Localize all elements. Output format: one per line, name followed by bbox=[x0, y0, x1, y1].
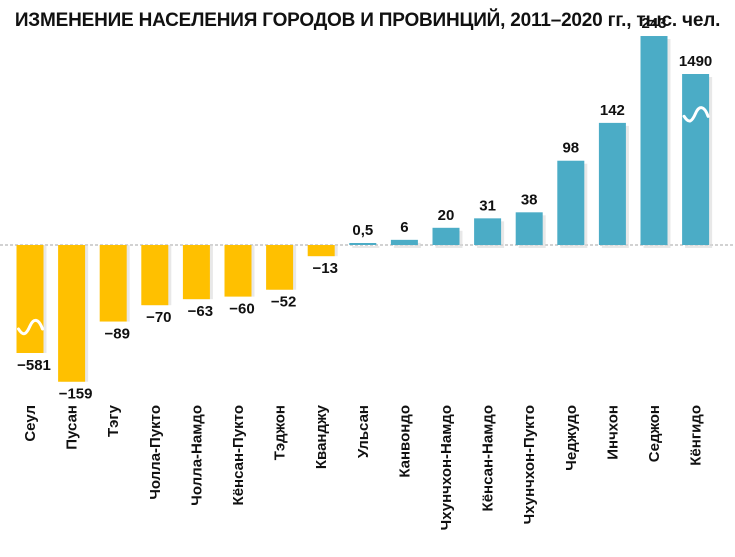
data-label: 0,5 bbox=[352, 222, 373, 239]
bar bbox=[141, 245, 169, 306]
category-tick-label: Инчхон bbox=[604, 405, 621, 460]
data-label: −60 bbox=[229, 301, 254, 318]
bar bbox=[266, 245, 294, 290]
bar bbox=[515, 212, 543, 245]
bar bbox=[640, 36, 668, 245]
bar bbox=[598, 122, 626, 245]
category-tick-label: Кёнгидо bbox=[688, 405, 705, 466]
category-tick-label: Канвондо bbox=[396, 405, 413, 478]
bar bbox=[390, 239, 418, 245]
axis-break-mark bbox=[17, 318, 44, 336]
category-tick-label: Кёнсан-Намдо bbox=[480, 405, 497, 511]
data-label: 142 bbox=[600, 102, 625, 119]
category-tick-label: Чеджудо bbox=[563, 405, 580, 471]
bar bbox=[224, 245, 252, 297]
category-tick-label: Кванджу bbox=[313, 404, 330, 469]
bar bbox=[16, 245, 44, 353]
category-tick-label: Тэджон bbox=[272, 405, 289, 460]
data-label: 98 bbox=[562, 140, 579, 157]
bar bbox=[182, 245, 210, 300]
bar-shadow bbox=[352, 246, 380, 248]
category-tick-label: Кёнсан-Пукто bbox=[230, 405, 247, 505]
bar bbox=[474, 218, 502, 245]
category-tick-label: Ульсан bbox=[355, 405, 372, 458]
bar bbox=[557, 160, 585, 245]
category-tick-label: Седжон bbox=[646, 405, 663, 462]
category-tick-label: Пусан bbox=[64, 405, 81, 450]
bar bbox=[349, 243, 377, 245]
data-label: −70 bbox=[146, 309, 171, 326]
bar bbox=[99, 245, 127, 322]
data-label: 243 bbox=[641, 15, 666, 32]
data-label: 6 bbox=[400, 219, 408, 236]
category-tick-label: Сеул bbox=[22, 405, 39, 442]
data-label: −159 bbox=[59, 386, 93, 403]
data-label: 38 bbox=[521, 191, 538, 208]
data-label: 1490 bbox=[679, 53, 712, 70]
category-tick-label: Тэгу bbox=[105, 404, 122, 437]
chart-title: ИЗМЕНЕНИЕ НАСЕЛЕНИЯ ГОРОДОВ И ПРОВИНЦИЙ,… bbox=[14, 10, 721, 31]
bar bbox=[58, 245, 86, 382]
bar bbox=[307, 245, 335, 257]
data-label: −89 bbox=[104, 326, 129, 343]
bar-shadow bbox=[393, 242, 421, 248]
category-tick-label: Чолла-Пукто bbox=[147, 405, 164, 500]
data-label: 31 bbox=[479, 197, 496, 214]
bar bbox=[682, 74, 710, 245]
data-label: −581 bbox=[17, 357, 51, 374]
category-tick-label: Чхунчхон-Намдо bbox=[438, 405, 455, 530]
data-label: −63 bbox=[188, 303, 213, 320]
data-label: −52 bbox=[271, 294, 296, 311]
category-tick-label: Чолла-Намдо bbox=[188, 405, 205, 506]
category-tick-label: Чхунчхон-Пукто bbox=[521, 405, 538, 524]
data-label: −13 bbox=[312, 260, 337, 277]
axis-break-mark bbox=[682, 106, 710, 123]
bar bbox=[432, 227, 460, 245]
data-label: 20 bbox=[438, 207, 455, 224]
